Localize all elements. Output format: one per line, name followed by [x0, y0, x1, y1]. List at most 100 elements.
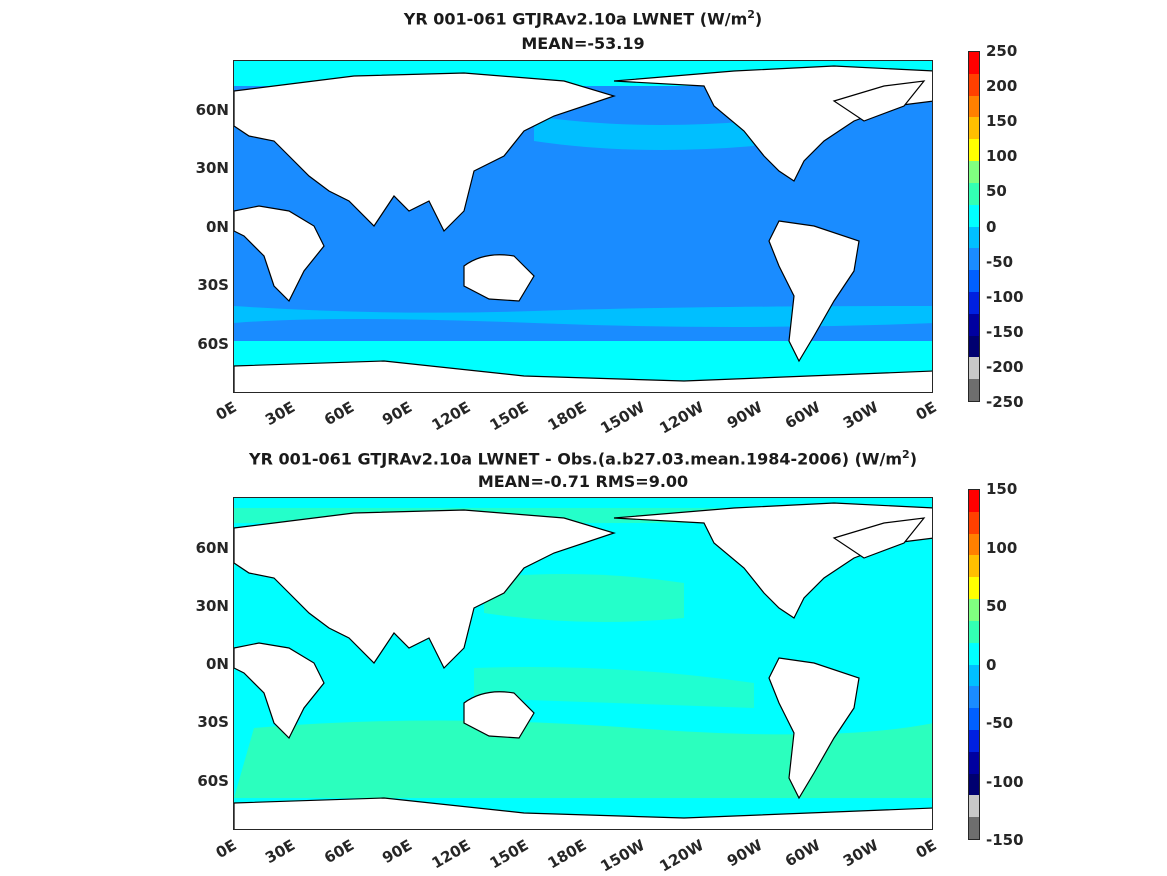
lon-tick-90w: 90W [723, 836, 765, 871]
colorbar-swatch [969, 139, 979, 162]
p2-lat-30N: 30N [195, 597, 229, 615]
lon-tick-60w: 60W [781, 836, 824, 871]
panel2-title-text: YR 001-061 GTJRAv2.10a LWNET - Obs.(a.b2… [248, 449, 903, 469]
colorbar-swatch [969, 204, 979, 227]
colorbar-label: -100 [986, 772, 1024, 791]
colorbar-swatch [969, 357, 979, 380]
panel2-mean: MEAN=-0.71 RMS=9.00 [477, 472, 689, 491]
p1-lat-0N: 0N [206, 218, 229, 236]
lon-tick-0e: 0E [213, 836, 240, 862]
colorbar-swatch [969, 52, 979, 74]
colorbar-label: 50 [986, 597, 1007, 615]
lon-tick-30w: 30W [840, 836, 882, 871]
colorbar-swatch [969, 795, 979, 818]
panel2-map-svg [234, 498, 932, 829]
lon-tick-30e: 30E [262, 836, 299, 868]
panel1-map [233, 60, 933, 393]
colorbar-swatch [969, 642, 979, 665]
colorbar-swatch [969, 182, 979, 205]
panel1-title-text: YR 001-061 GTJRAv2.10a LWNET (W/m [403, 9, 748, 29]
lon-tick-60e: 60E [320, 836, 357, 868]
lon-tick-60w: 60W [781, 398, 824, 433]
p2-lat-60N: 60N [195, 539, 229, 557]
panel1-title: YR 001-061 GTJRAv2.10a LWNET (W/m2) [233, 4, 933, 30]
colorbar-label: -150 [986, 831, 1024, 849]
panel2-npac-band [484, 574, 684, 622]
lon-tick-120w: 120W [656, 836, 707, 876]
p1-lat-30S: 30S [197, 276, 229, 294]
colorbar-label: 200 [986, 77, 1018, 96]
lon-tick-90e: 90E [379, 398, 415, 430]
colorbar-label: -100 [986, 287, 1024, 306]
panel2-southern-band [234, 720, 932, 798]
colorbar-swatch [969, 270, 979, 292]
lon-tick-180e: 180E [545, 398, 590, 435]
colorbar-label: 250 [986, 42, 1018, 60]
colorbar-swatch [969, 620, 979, 643]
colorbar-label: -50 [986, 252, 1014, 271]
panel2-colorbar [968, 489, 980, 840]
colorbar-swatch [969, 313, 979, 336]
lon-tick-150w: 150W [597, 836, 649, 876]
lon-tick-90w: 90W [723, 398, 765, 433]
colorbar-swatch [969, 729, 979, 752]
panel1-map-svg [234, 61, 932, 392]
panel1-mean: MEAN=-53.19 [521, 34, 645, 53]
colorbar-label: -150 [986, 322, 1024, 341]
colorbar-swatch [969, 335, 979, 358]
lon-tick-150w: 150W [597, 398, 649, 438]
p1-lat-30N: 30N [195, 159, 229, 177]
lon-tick-90e: 90E [379, 836, 415, 868]
colorbar-swatch [969, 751, 979, 774]
lon-tick-180e: 180E [545, 836, 590, 873]
panel2-title: YR 001-061 GTJRAv2.10a LWNET - Obs.(a.b2… [183, 444, 983, 470]
colorbar-swatch [969, 533, 979, 556]
colorbar-label: 0 [986, 217, 997, 236]
panel1-southern-mid [234, 306, 932, 327]
lon-tick-150e: 150E [486, 836, 532, 873]
colorbar-swatch [969, 773, 979, 796]
lon-tick-0e: 0E [913, 398, 940, 424]
p2-lat-30S: 30S [197, 713, 229, 731]
panel2-title-sup: 2 [902, 448, 910, 461]
colorbar-swatch [969, 73, 979, 96]
lon-tick-0e: 0E [913, 836, 940, 862]
colorbar-swatch [969, 511, 979, 534]
colorbar-label: -50 [986, 714, 1014, 732]
p2-lat-0N: 0N [206, 655, 229, 673]
colorbar-label: -250 [986, 393, 1024, 411]
p1-lat-60N: 60N [195, 101, 229, 119]
colorbar-swatch [969, 708, 979, 730]
p1-lat-60S: 60S [197, 335, 229, 353]
colorbar-swatch [969, 490, 979, 512]
colorbar-swatch [969, 555, 979, 578]
panel1-title-sup: 2 [747, 8, 755, 21]
panel2-map [233, 497, 933, 830]
colorbar-swatch [969, 577, 979, 600]
panel2-land [234, 502, 932, 829]
colorbar-label: 0 [986, 655, 997, 674]
colorbar-swatch [969, 291, 979, 314]
colorbar-label: 150 [986, 480, 1018, 498]
colorbar-swatch [969, 226, 979, 249]
colorbar-swatch [969, 817, 979, 839]
colorbar-label: 100 [986, 538, 1018, 557]
colorbar-label: 100 [986, 147, 1018, 166]
panel2-spac-band [474, 667, 754, 708]
colorbar-swatch [969, 95, 979, 118]
p2-lat-60S: 60S [197, 772, 229, 790]
panel1-land [234, 65, 932, 392]
panel2-title-suffix: ) [909, 449, 918, 469]
colorbar-swatch [969, 248, 979, 271]
panel1-colorbar [968, 51, 980, 402]
lon-tick-0e: 0E [213, 398, 240, 424]
colorbar-swatch [969, 664, 979, 687]
panel1-title-suffix: ) [754, 9, 763, 29]
lon-tick-60e: 60E [320, 398, 357, 430]
colorbar-label: 50 [986, 182, 1007, 201]
colorbar-label: -200 [986, 357, 1024, 376]
lon-tick-30w: 30W [840, 398, 882, 433]
lon-tick-150e: 150E [486, 398, 532, 435]
lon-tick-30e: 30E [262, 398, 299, 430]
colorbar-swatch [969, 379, 979, 401]
